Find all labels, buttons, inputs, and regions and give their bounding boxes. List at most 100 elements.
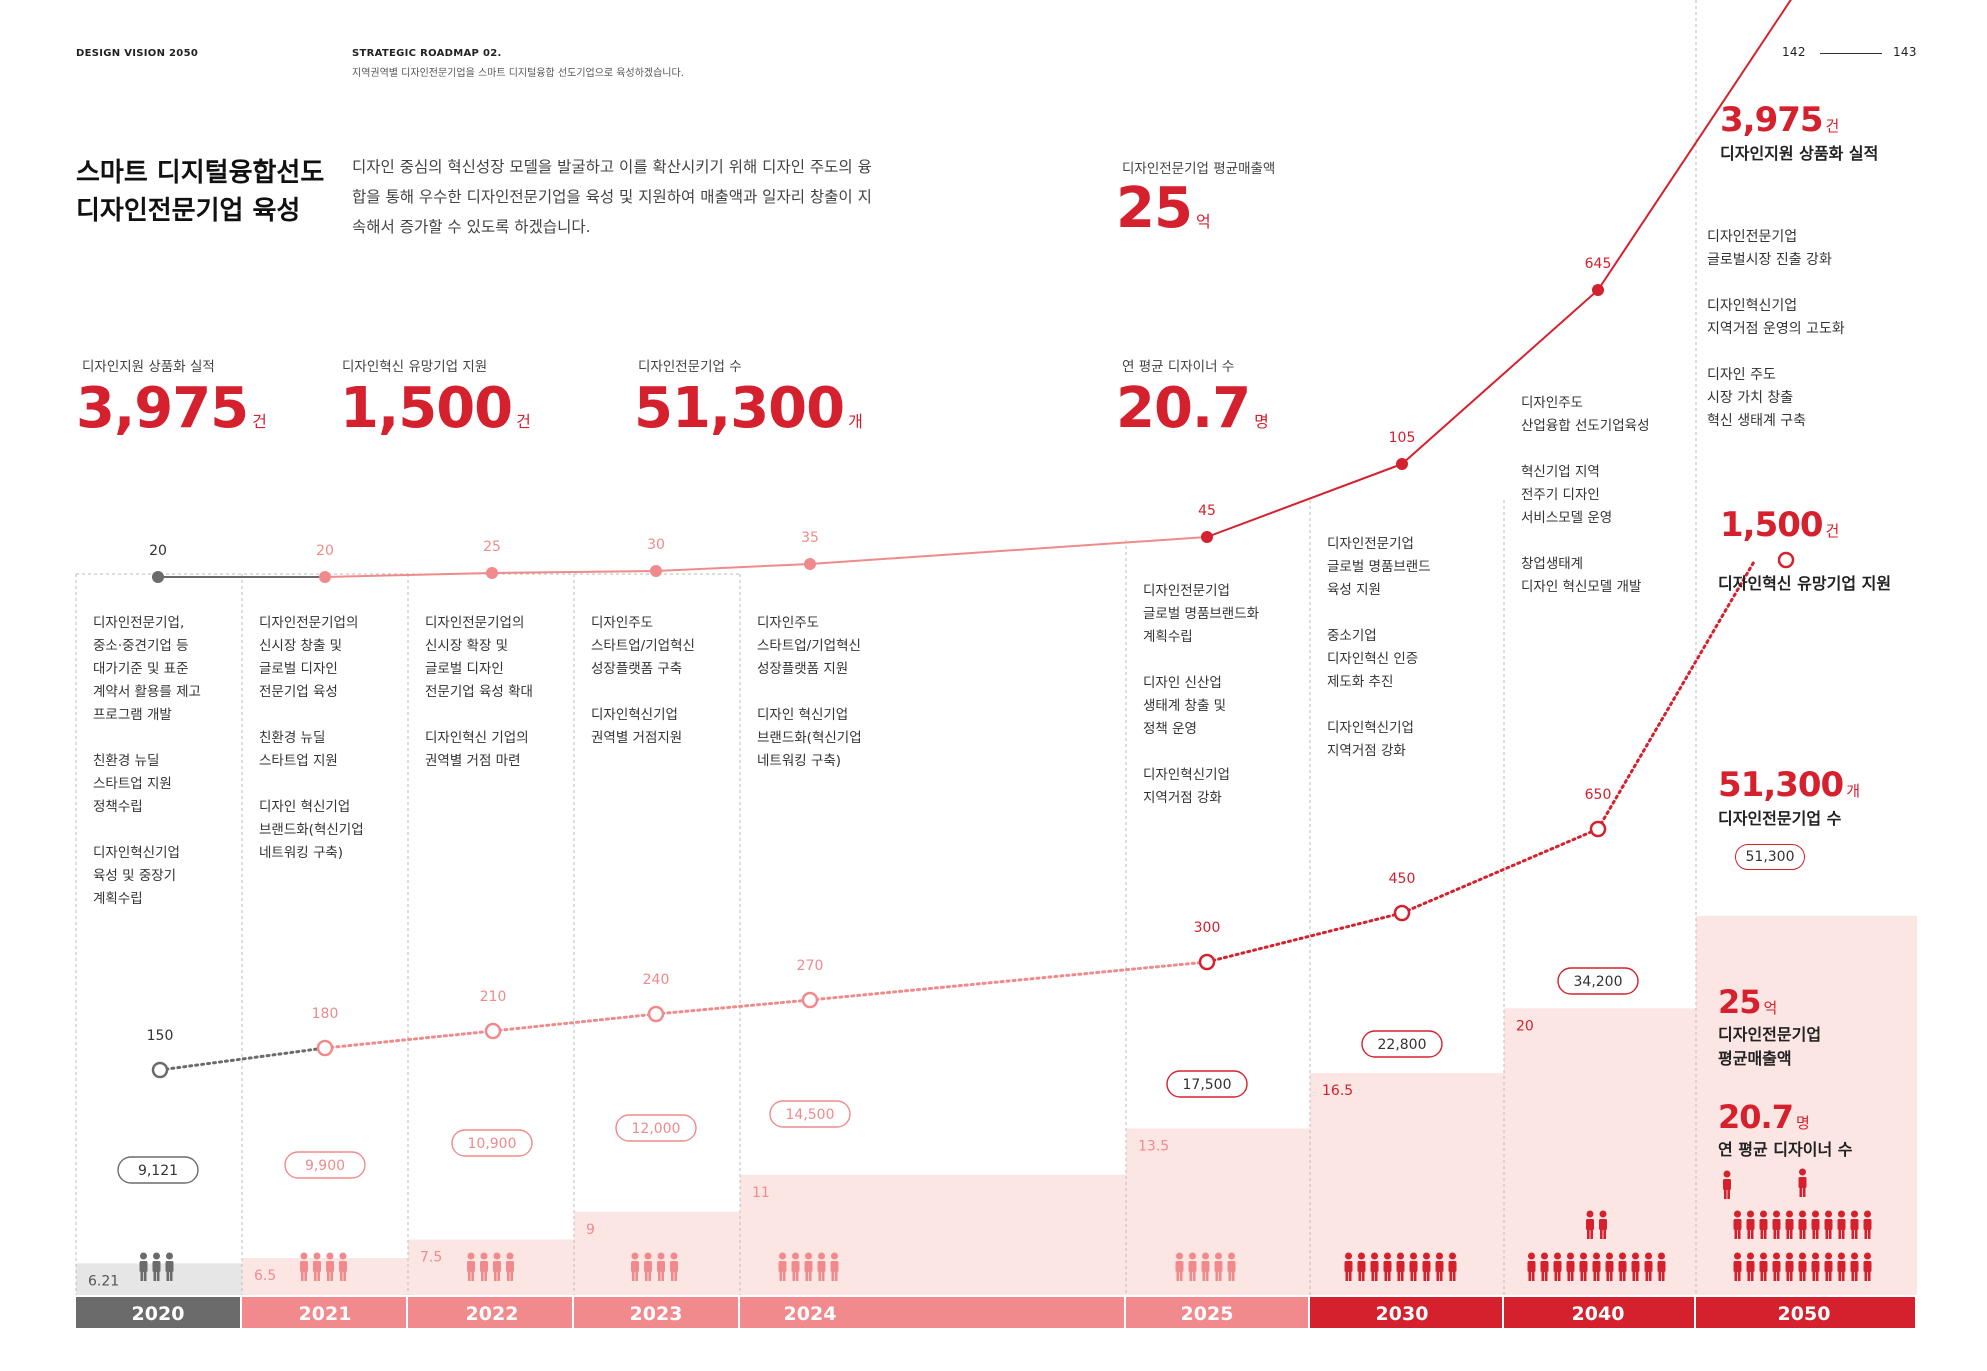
series-promising-segment xyxy=(1400,827,1600,915)
person-leg xyxy=(1789,1271,1793,1281)
person-leg xyxy=(1192,1271,1196,1281)
side-desc-2050: 디자인전문기업 글로벌시장 진출 강화 디자인혁신기업 지역거점 운영의 고도화… xyxy=(1707,229,1845,429)
data-point xyxy=(152,571,164,583)
person-head xyxy=(1423,1252,1430,1260)
person-leg xyxy=(1622,1271,1626,1281)
person-leg xyxy=(1176,1271,1180,1281)
side-caption-companies: 디자인전문기업 수 xyxy=(1718,809,1842,828)
person-body xyxy=(1746,1219,1755,1230)
revenue-label: 7.5 xyxy=(420,1250,442,1266)
person-leg xyxy=(1828,1229,1832,1239)
revenue-label: 11 xyxy=(752,1185,770,1201)
person-leg xyxy=(1541,1271,1545,1281)
data-point-hollow xyxy=(1198,953,1216,971)
designers-icon-group xyxy=(300,1252,347,1281)
person-leg xyxy=(1580,1271,1584,1281)
data-label: 150 xyxy=(147,1028,174,1044)
person-head xyxy=(1541,1252,1548,1260)
side-caption-revenue-2: 평균매출액 xyxy=(1718,1049,1792,1068)
person-leg xyxy=(795,1271,799,1281)
person-body xyxy=(1837,1219,1846,1230)
person-leg xyxy=(1384,1271,1388,1281)
data-point-hollow xyxy=(647,1005,665,1023)
data-point-hollow xyxy=(801,991,819,1009)
person-leg xyxy=(1410,1271,1414,1281)
stat-label-companies: 디자인전문기업 수 xyxy=(638,359,742,375)
series-promising-segment xyxy=(323,1029,495,1050)
side-caption-commercialization: 디자인지원 상품화 실적 xyxy=(1720,144,1879,163)
revenue-label: 20 xyxy=(1516,1018,1534,1034)
year-label: 2040 xyxy=(1572,1303,1625,1325)
stat-value-revenue: 25 억 xyxy=(1116,176,1211,241)
person-head xyxy=(1632,1252,1639,1260)
person-head xyxy=(1773,1210,1780,1218)
person-leg xyxy=(510,1271,513,1281)
person-body xyxy=(326,1261,334,1272)
person-body xyxy=(467,1261,475,1272)
person-head xyxy=(1176,1252,1183,1260)
person-body xyxy=(657,1261,665,1272)
year-label: 2050 xyxy=(1778,1303,1831,1325)
person-leg xyxy=(1632,1271,1636,1281)
person-leg xyxy=(1828,1271,1832,1281)
person-leg xyxy=(507,1271,510,1281)
revenue-label: 13.5 xyxy=(1138,1139,1169,1155)
year-label: 2025 xyxy=(1181,1303,1234,1325)
person-leg xyxy=(1851,1229,1855,1239)
person-leg xyxy=(1531,1271,1535,1281)
person-leg xyxy=(1776,1271,1780,1281)
person-head xyxy=(792,1252,799,1260)
person-head xyxy=(1593,1252,1600,1260)
person-head xyxy=(1786,1252,1793,1260)
side-caption-revenue-1: 디자인전문기업 xyxy=(1718,1025,1822,1044)
person-leg xyxy=(782,1271,786,1281)
side-stat-promising: 1,500 건 xyxy=(1720,505,1840,545)
year-bar xyxy=(574,1297,738,1328)
person-leg xyxy=(1635,1271,1639,1281)
person-head xyxy=(1645,1252,1652,1260)
person-leg xyxy=(481,1271,484,1281)
person-body xyxy=(1579,1261,1588,1272)
person-leg xyxy=(1802,1187,1806,1197)
year-bar xyxy=(1504,1297,1694,1328)
data-label: 450 xyxy=(1389,871,1416,887)
designers-icon-group xyxy=(1527,1210,1666,1281)
person-body xyxy=(1527,1261,1536,1272)
person-head xyxy=(1838,1252,1845,1260)
page-number-right: 143 xyxy=(1893,45,1917,59)
revenue-label: 6.21 xyxy=(88,1273,119,1289)
data-label: 240 xyxy=(643,972,670,988)
person-leg xyxy=(1387,1271,1391,1281)
series-promising-segment xyxy=(1205,911,1404,964)
roadmap-title: STRATEGIC ROADMAP 02. xyxy=(352,48,502,59)
person-leg xyxy=(1838,1271,1842,1281)
person-body xyxy=(1837,1261,1846,1272)
column-desc-2020: 디자인전문기업, 중소·중견기업 등 대가기준 및 표준 계약서 활용를 제고 … xyxy=(93,615,201,907)
series-promising-segment xyxy=(491,1012,658,1033)
person-leg xyxy=(140,1271,144,1281)
person-head xyxy=(1851,1252,1858,1260)
person-leg xyxy=(821,1271,825,1281)
person-leg xyxy=(1436,1271,1440,1281)
stat-label-commercialization: 디자인지원 상품화 실적 xyxy=(82,359,215,375)
designers-icon-group xyxy=(1175,1252,1236,1281)
person-leg xyxy=(1439,1271,1443,1281)
person-leg xyxy=(834,1271,838,1281)
person-leg xyxy=(1452,1271,1456,1281)
year-label: 2022 xyxy=(466,1303,519,1325)
person-leg xyxy=(1218,1271,1222,1281)
person-body xyxy=(1214,1261,1223,1272)
person-body xyxy=(1357,1261,1366,1272)
person-head xyxy=(1397,1252,1404,1260)
person-body xyxy=(1409,1261,1418,1272)
person-body xyxy=(1592,1261,1601,1272)
person-leg xyxy=(1570,1271,1574,1281)
person-body xyxy=(631,1261,639,1272)
person-leg xyxy=(494,1271,497,1281)
person-leg xyxy=(471,1271,474,1281)
data-label: 20 xyxy=(316,543,334,559)
person-body xyxy=(152,1261,161,1272)
person-leg xyxy=(1603,1229,1606,1239)
person-head xyxy=(670,1252,678,1260)
person-leg xyxy=(1724,1189,1727,1199)
